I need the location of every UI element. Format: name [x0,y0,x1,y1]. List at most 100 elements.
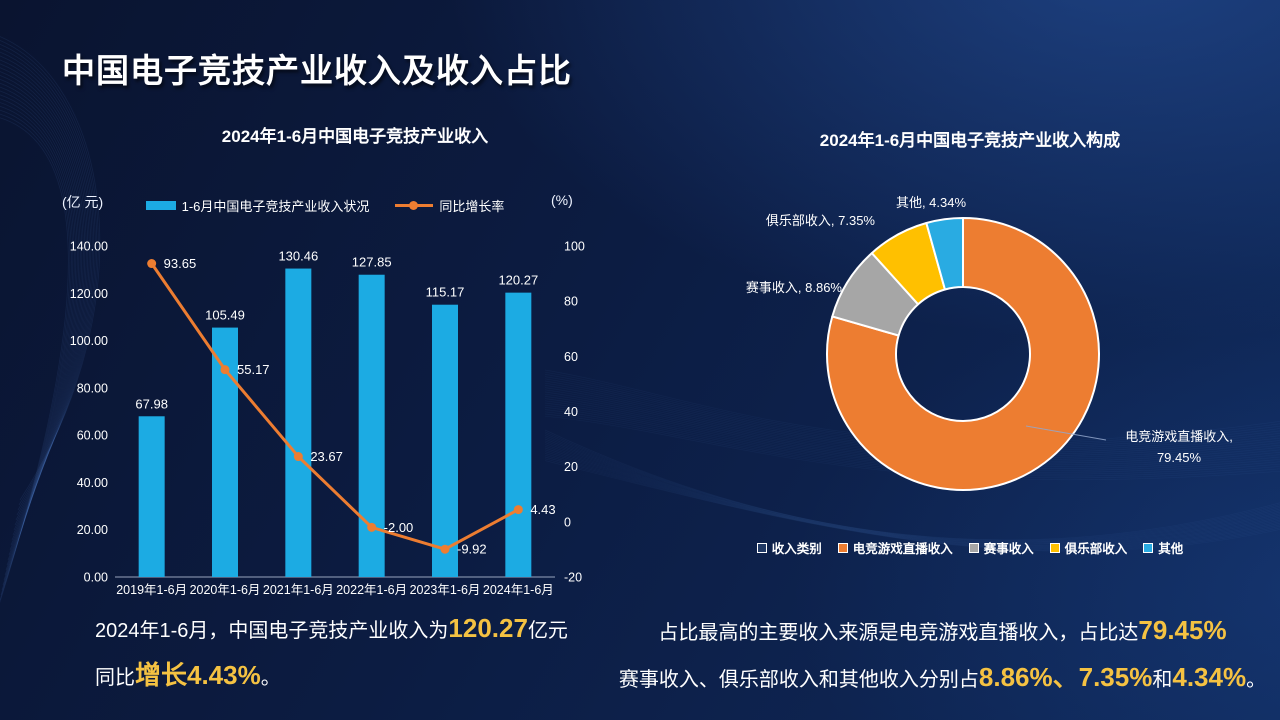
left-axis-tick: 40.00 [77,476,108,490]
right-axis-tick: 80 [564,295,578,309]
line-value-label: 55.17 [237,362,270,377]
right-axis-tick: 20 [564,460,578,474]
legend-label: 俱乐部收入 [1064,542,1128,556]
left-axis-tick: 80.00 [77,381,108,395]
x-axis-category-label: 2024年1-6月 [483,583,554,597]
left-axis-unit-label: (亿 元) [62,194,104,210]
donut-slice [925,217,964,291]
x-axis-category-label: 2021年1-6月 [263,583,334,597]
legend-item-growth: 同比增长率 [395,196,504,215]
legend-label: 电竞游戏直播收入 [852,542,953,556]
growth-line [150,262,520,551]
right-axis-tick: 100 [564,240,585,254]
legend-label: 收入类别 [771,542,822,556]
summary-text: 和 [1152,669,1173,691]
summary-text: 赛事收入、俱乐部收入和其他收入分别占 [618,669,979,691]
bar-value-label: 120.27 [498,273,538,288]
line-value-label: 4.43 [530,502,555,517]
line-value-label: -9.92 [457,542,487,557]
bar [285,268,312,577]
pie-label-streaming-line1: 电竞游戏直播收入, [1125,429,1233,444]
bar-value-label: 127.85 [352,255,392,270]
summary-line: 赛事收入、俱乐部收入和其他收入分别占8.86%、7.35%和4.34%。 [615,659,1270,698]
line-point-marker [367,522,377,532]
left-axis-tick: 140.00 [70,240,108,254]
bar-line-chart: 140.00 120.00 100.00 80.00 60.00 40.00 20.00 0.… [70,240,585,598]
bar [505,292,532,577]
legend-swatch-icon [1049,542,1060,553]
legend-label: 赛事收入 [983,542,1034,556]
donut-legend-item: 赛事收入 [968,538,1034,557]
legend-swatch-icon [756,542,767,553]
summary-highlight-value: 4.34% [1172,662,1247,692]
pie-leader-line [1025,425,1107,441]
legend-swatch-icon [968,542,979,553]
right-axis-tick: 40 [564,405,578,419]
legend-swatch-icon [1143,542,1154,553]
summary-text: 占比最高的主要收入来源是电竞游戏直播收入，占比达 [658,622,1139,644]
x-axis-category-label: 2023年1-6月 [410,583,481,597]
line-value-label: 23.67 [310,449,343,464]
bar-value-label: 105.49 [205,308,245,323]
bar [212,327,238,577]
summary-line: 同比增长4.43%。 [95,657,625,696]
summary-highlight-value: 120.27 [448,613,528,643]
summary-line: 2024年1-6月，中国电子竞技产业收入为120.27亿元 [95,610,625,649]
summary-highlight-value: 7.35% [1078,662,1153,692]
legend-label: 其他 [1158,542,1184,556]
donut-slice [826,217,1100,491]
line-point-marker [513,505,523,515]
summary-highlight-value: 79.45% [1138,615,1227,645]
right-axis-tick: 0 [564,515,571,529]
pie-label-event-revenue: 赛事收入, 8.86% [745,280,842,295]
bar-swatch-icon [145,201,176,210]
summary-line: 占比最高的主要收入来源是电竞游戏直播收入，占比达79.45% [615,612,1270,651]
bar [138,416,165,577]
summary-text: 2024年1-6月，中国电子竞技产业收入为 [95,620,449,642]
right-axis-tick: 60 [564,350,578,364]
donut-chart [826,217,1100,491]
page-title: 中国电子竞技产业收入及收入占比 [62,52,572,89]
summary-highlight-value: 增长4.43% [135,660,261,690]
summary-text: 同比 [95,667,135,689]
bar-value-label: 67.98 [135,396,168,411]
line-point-marker [293,452,303,462]
left-axis-tick: 0.00 [84,571,108,585]
legend-swatch-icon [837,542,848,553]
bar-series-label: 1-6月中国电子竞技产业收入状况 [181,199,370,214]
line-swatch-icon [395,201,434,210]
left-axis-tick: 60.00 [77,429,108,443]
pie-label-club-revenue: 俱乐部收入, 7.35% [765,213,875,228]
line-point-marker [147,259,157,269]
line-point-marker [220,365,230,375]
summary-text-left: 2024年1-6月，中国电子竞技产业收入为120.27亿元 同比增长4.43%。 [95,610,625,704]
right-axis-unit-label: (%) [551,192,573,208]
line-value-label: 93.65 [164,256,197,271]
summary-text: 亿元 [527,620,568,642]
donut-legend: 收入类别 电竞游戏直播收入 赛事收入 俱乐部收入 其他 [690,538,1250,557]
line-series-label: 同比增长率 [439,199,505,214]
x-axis-category-label: 2019年1-6月 [116,583,187,597]
legend-item-revenue: 1-6月中国电子竞技产业收入状况 [145,196,370,215]
bar [432,304,458,577]
left-axis-tick: 120.00 [70,287,108,301]
summary-text: 。 [1246,669,1267,691]
x-axis-category-label: 2022年1-6月 [336,583,407,597]
x-axis-category-label: 2020年1-6月 [190,583,261,597]
donut-legend-item: 电竞游戏直播收入 [837,538,953,557]
pie-label-streaming-revenue: 电竞游戏直播收入, 79.45% [1105,426,1253,468]
summary-text-right: 占比最高的主要收入来源是电竞游戏直播收入，占比达79.45% 赛事收入、俱乐部收入… [615,612,1270,706]
bar-value-label: 115.17 [426,285,465,300]
left-axis-tick: 20.00 [77,523,108,537]
bar-value-label: 130.46 [278,249,318,264]
bar-chart-legend: 1-6月中国电子竞技产业收入状况 同比增长率 [60,196,590,215]
decor-curve [0,117,69,604]
donut-legend-item: 其他 [1143,538,1183,557]
line-value-label: -2.00 [384,520,414,535]
bar-chart-title: 2024年1-6月中国电子竞技产业收入 [221,127,489,146]
pie-label-other: 其他, 4.34% [895,195,967,210]
donut-legend-item: 收入类别 [756,538,822,557]
left-axis-tick: 100.00 [70,334,108,348]
pie-label-streaming-line2: 79.45% [1156,450,1202,465]
line-point-marker [440,544,450,554]
